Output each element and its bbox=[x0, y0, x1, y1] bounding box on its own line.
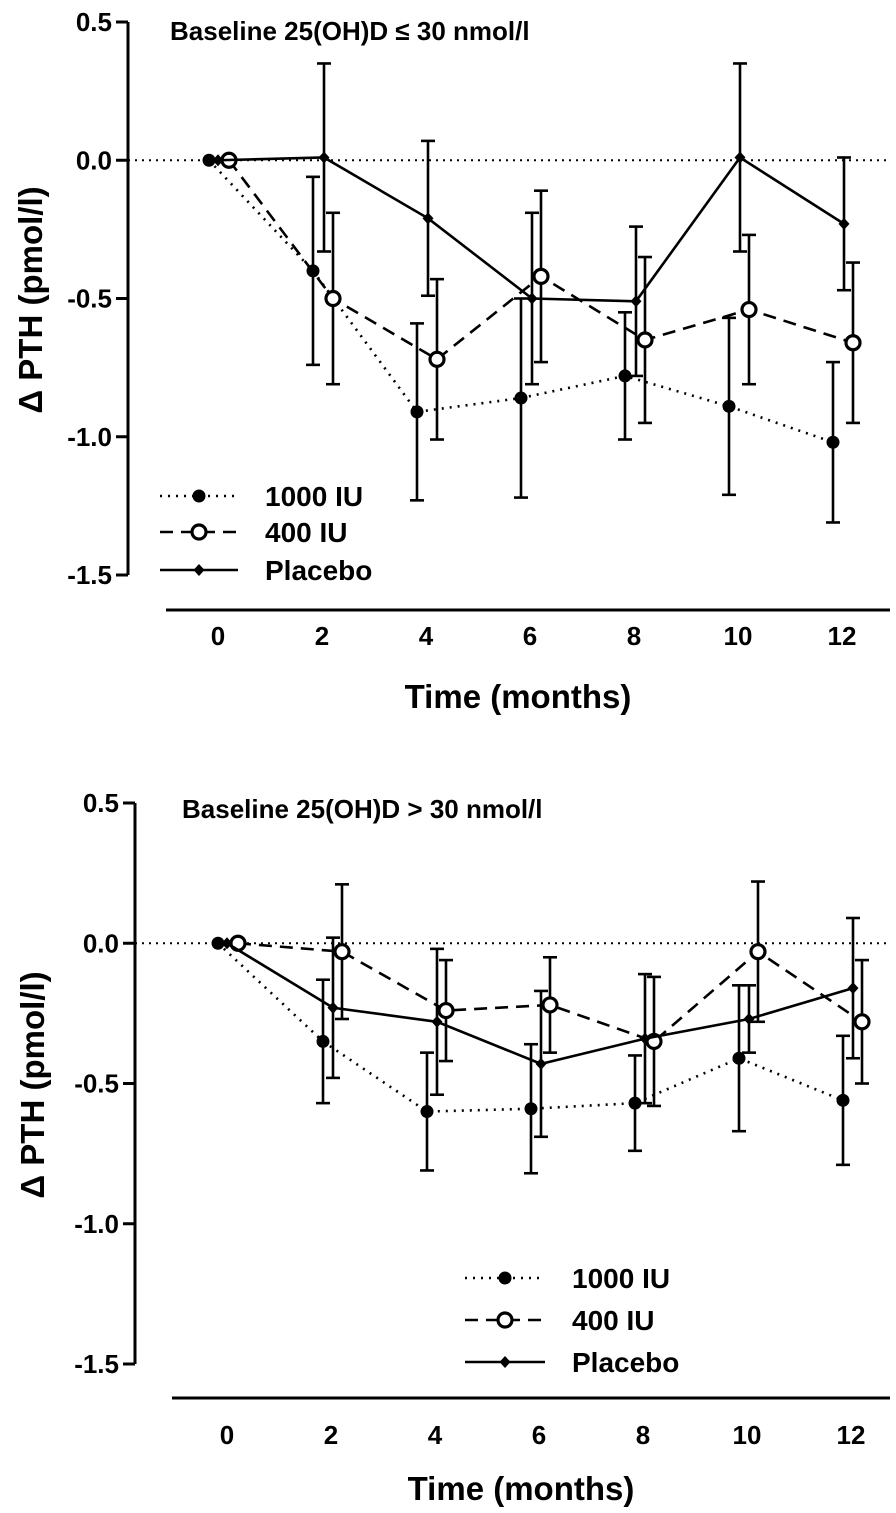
data-point bbox=[428, 350, 446, 368]
data-point bbox=[327, 1001, 339, 1014]
x-axis-title: Time (months) bbox=[405, 678, 632, 715]
legend-item: 400 IU bbox=[465, 1305, 655, 1336]
x-tick-label: 10 bbox=[733, 1420, 762, 1450]
data-point bbox=[420, 1105, 434, 1119]
legend-label: 1000 IU bbox=[572, 1263, 670, 1294]
data-point bbox=[734, 151, 746, 164]
legend-marker bbox=[193, 564, 205, 576]
data-point bbox=[636, 331, 654, 349]
x-tick-label: 6 bbox=[532, 1420, 546, 1450]
x-tick-label: 8 bbox=[627, 621, 641, 651]
legend-label: Placebo bbox=[572, 1347, 679, 1378]
data-point bbox=[526, 292, 538, 305]
data-point bbox=[324, 289, 342, 308]
legend-item: 1000 IU bbox=[160, 481, 363, 512]
x-tick-label: 2 bbox=[324, 1420, 338, 1450]
legend-item: Placebo bbox=[160, 555, 372, 586]
legend-item: 1000 IU bbox=[465, 1263, 670, 1294]
data-point bbox=[431, 1015, 443, 1028]
data-point bbox=[844, 334, 862, 352]
data-point bbox=[740, 300, 758, 319]
y-tick-label: 0.5 bbox=[76, 7, 112, 37]
data-point bbox=[853, 1013, 871, 1031]
y-tick-label: -1.0 bbox=[74, 1209, 119, 1239]
data-point bbox=[836, 1093, 850, 1107]
y-tick-label: -1.0 bbox=[67, 422, 112, 452]
chart-title: Baseline 25(OH)D ≤ 30 nmol/l bbox=[170, 16, 530, 46]
y-axis-title: Δ PTH (pmol/l) bbox=[12, 186, 49, 413]
data-point bbox=[838, 217, 850, 230]
data-point bbox=[826, 435, 840, 449]
data-point bbox=[749, 943, 767, 961]
y-tick-label: 0.0 bbox=[83, 928, 119, 958]
x-tick-label: 10 bbox=[724, 621, 753, 651]
legend-marker bbox=[192, 489, 206, 503]
series-placebo bbox=[221, 916, 860, 1139]
chart-panel-2: Baseline 25(OH)D > 30 nmol/l 0.5 0.0 -0.5 -1… bbox=[14, 788, 890, 1507]
chart-title: Baseline 25(OH)D > 30 nmol/l bbox=[182, 794, 543, 824]
x-tick-label: 12 bbox=[828, 621, 857, 651]
series-400-iu bbox=[220, 151, 862, 441]
x-tick-label: 0 bbox=[211, 621, 225, 651]
data-point bbox=[202, 153, 216, 167]
series-1000-iu bbox=[202, 153, 840, 524]
data-point bbox=[628, 1096, 642, 1110]
series-1000-iu bbox=[211, 936, 850, 1175]
y-tick-label: 0.5 bbox=[83, 788, 119, 818]
data-point bbox=[410, 405, 424, 419]
legend-label: 400 IU bbox=[265, 517, 348, 548]
y-tick-label: -0.5 bbox=[74, 1069, 119, 1099]
x-axis-title: Time (months) bbox=[408, 1470, 635, 1507]
legend-item: Placebo bbox=[465, 1347, 679, 1378]
x-tick-label: 8 bbox=[636, 1420, 650, 1450]
x-tick-label: 2 bbox=[315, 621, 329, 651]
data-point bbox=[422, 212, 434, 225]
y-tick-label: 0.0 bbox=[76, 145, 112, 175]
data-point bbox=[212, 154, 224, 167]
data-point bbox=[316, 1034, 330, 1048]
data-point bbox=[618, 369, 632, 383]
x-tick-label: 6 bbox=[523, 621, 537, 651]
data-point bbox=[535, 1057, 547, 1070]
legend-marker bbox=[190, 523, 208, 541]
y-tick-label: -1.5 bbox=[67, 560, 112, 590]
data-point bbox=[211, 936, 225, 950]
x-tick-label: 4 bbox=[419, 621, 434, 651]
legend-label: Placebo bbox=[265, 555, 372, 586]
data-point bbox=[524, 1102, 538, 1116]
legend-item: 400 IU bbox=[160, 517, 348, 548]
y-tick-label: -0.5 bbox=[67, 284, 112, 314]
data-point bbox=[318, 151, 330, 164]
y-axis-title: Δ PTH (pmol/l) bbox=[14, 971, 51, 1198]
data-point bbox=[221, 937, 233, 950]
legend-marker bbox=[496, 1311, 514, 1329]
data-point bbox=[541, 996, 559, 1014]
data-point bbox=[437, 1001, 455, 1020]
y-tick-label: -1.5 bbox=[74, 1349, 119, 1379]
legend-marker bbox=[498, 1271, 512, 1285]
legend-marker bbox=[499, 1356, 511, 1368]
data-point bbox=[847, 982, 859, 995]
chart-panel-1: Baseline 25(OH)D ≤ 30 nmol/l 0.5 0.0 -0.5 -1… bbox=[12, 7, 890, 715]
x-tick-label: 0 bbox=[220, 1420, 234, 1450]
x-tick-label: 4 bbox=[428, 1420, 443, 1450]
data-point bbox=[722, 399, 736, 413]
series-placebo bbox=[212, 62, 851, 386]
data-point bbox=[514, 391, 528, 405]
data-point bbox=[743, 1012, 755, 1025]
legend-label: 1000 IU bbox=[265, 481, 363, 512]
data-point bbox=[333, 943, 351, 961]
data-point bbox=[732, 1051, 746, 1065]
series-400-iu bbox=[229, 880, 871, 1108]
legend-label: 400 IU bbox=[572, 1305, 655, 1336]
data-point bbox=[630, 295, 642, 308]
data-point bbox=[639, 1032, 651, 1045]
x-tick-label: 12 bbox=[837, 1420, 866, 1450]
data-point bbox=[532, 267, 550, 285]
